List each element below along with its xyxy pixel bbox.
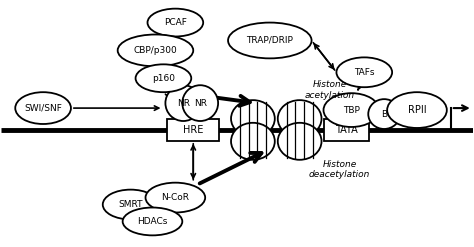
Text: NR: NR [194,99,207,108]
Text: PCAF: PCAF [164,18,187,27]
Ellipse shape [118,35,193,66]
Ellipse shape [231,123,275,160]
Text: Histone
deacetylation: Histone deacetylation [309,160,370,179]
Ellipse shape [231,100,275,137]
Text: HDACs: HDACs [137,217,168,226]
Bar [324,119,369,141]
Ellipse shape [123,207,182,235]
Text: SMRT: SMRT [118,200,143,209]
Ellipse shape [103,190,158,219]
Ellipse shape [146,183,205,212]
Text: Histone
acetylation: Histone acetylation [304,81,355,100]
Ellipse shape [147,9,203,37]
Ellipse shape [182,85,218,121]
Ellipse shape [324,93,379,127]
Ellipse shape [278,123,321,160]
Text: HRE: HRE [183,125,203,135]
Text: NR: NR [177,99,190,108]
Text: p160: p160 [152,74,175,83]
Text: TRAP/DRIP: TRAP/DRIP [246,36,293,45]
Ellipse shape [165,85,201,121]
Ellipse shape [15,92,71,124]
Text: CBP/p300: CBP/p300 [134,46,177,55]
Text: TATA: TATA [335,125,358,135]
Text: N-CoR: N-CoR [161,193,189,202]
Ellipse shape [136,64,191,92]
Text: TBP: TBP [343,105,360,115]
Ellipse shape [387,92,447,128]
Text: TAFs: TAFs [354,68,374,77]
Text: B: B [381,110,387,119]
Text: RPII: RPII [408,105,426,115]
Ellipse shape [368,99,400,129]
Ellipse shape [228,22,311,58]
Ellipse shape [278,100,321,137]
Ellipse shape [337,57,392,87]
Text: SWI/SNF: SWI/SNF [24,103,62,113]
Bar [167,119,219,141]
